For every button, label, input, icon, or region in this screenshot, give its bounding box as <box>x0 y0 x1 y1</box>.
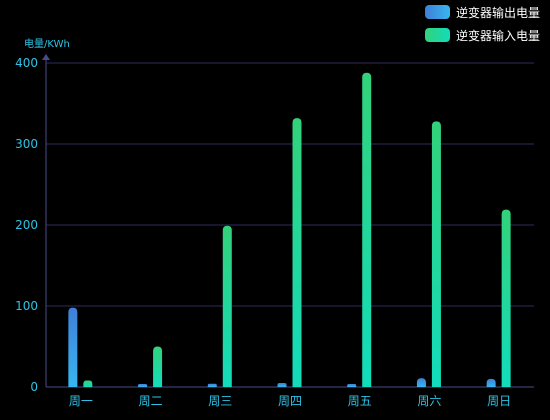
bar-input[interactable] <box>222 225 232 387</box>
bar-input[interactable] <box>362 72 372 387</box>
bar-output[interactable] <box>68 307 78 387</box>
x-tick-label: 周四 <box>278 394 302 408</box>
x-tick-label: 周一 <box>69 394 93 408</box>
x-tick-label: 周二 <box>139 394 163 408</box>
bar-input[interactable] <box>501 209 511 387</box>
bar-input[interactable] <box>431 121 441 387</box>
legend-label-output: 逆变器输出电量 <box>456 5 540 20</box>
legend-swatch-input <box>425 28 450 42</box>
x-tick-labels: 周一 周二 周三 周四 周五 周六 周日 <box>69 394 511 408</box>
y-tick-label: 100 <box>15 299 38 313</box>
y-axis-label: 电量/KWh <box>24 37 70 50</box>
legend-item-output[interactable]: 逆变器输出电量 <box>425 5 540 20</box>
y-axis-arrow-icon <box>42 54 50 60</box>
legend-item-input[interactable]: 逆变器输入电量 <box>425 28 540 43</box>
bar-output[interactable] <box>486 378 496 387</box>
bar-input[interactable] <box>83 380 93 387</box>
x-tick-label: 周日 <box>487 394 511 408</box>
x-tick-label: 周六 <box>417 394 441 408</box>
bar-output[interactable] <box>416 378 426 387</box>
axes <box>42 54 534 388</box>
legend-swatch-output <box>425 5 450 19</box>
y-tick-label: 400 <box>15 56 38 70</box>
y-tick-label: 300 <box>15 137 38 151</box>
bar-output[interactable] <box>138 384 148 387</box>
bar-input[interactable] <box>292 118 302 387</box>
y-tick-label: 200 <box>15 218 38 232</box>
bar-output[interactable] <box>207 383 217 387</box>
legend[interactable]: 逆变器输出电量 逆变器输入电量 <box>425 5 540 43</box>
bar-output[interactable] <box>277 382 287 387</box>
legend-label-input: 逆变器输入电量 <box>456 28 540 43</box>
x-tick-label: 周五 <box>348 394 372 408</box>
y-tick-labels: 0 100 200 300 400 <box>15 56 38 394</box>
bar-input[interactable] <box>153 346 163 388</box>
bar-output[interactable] <box>347 384 357 387</box>
grid-lines <box>46 62 534 307</box>
x-tick-label: 周三 <box>208 394 232 408</box>
bars <box>68 72 511 388</box>
y-tick-label: 0 <box>30 380 38 394</box>
